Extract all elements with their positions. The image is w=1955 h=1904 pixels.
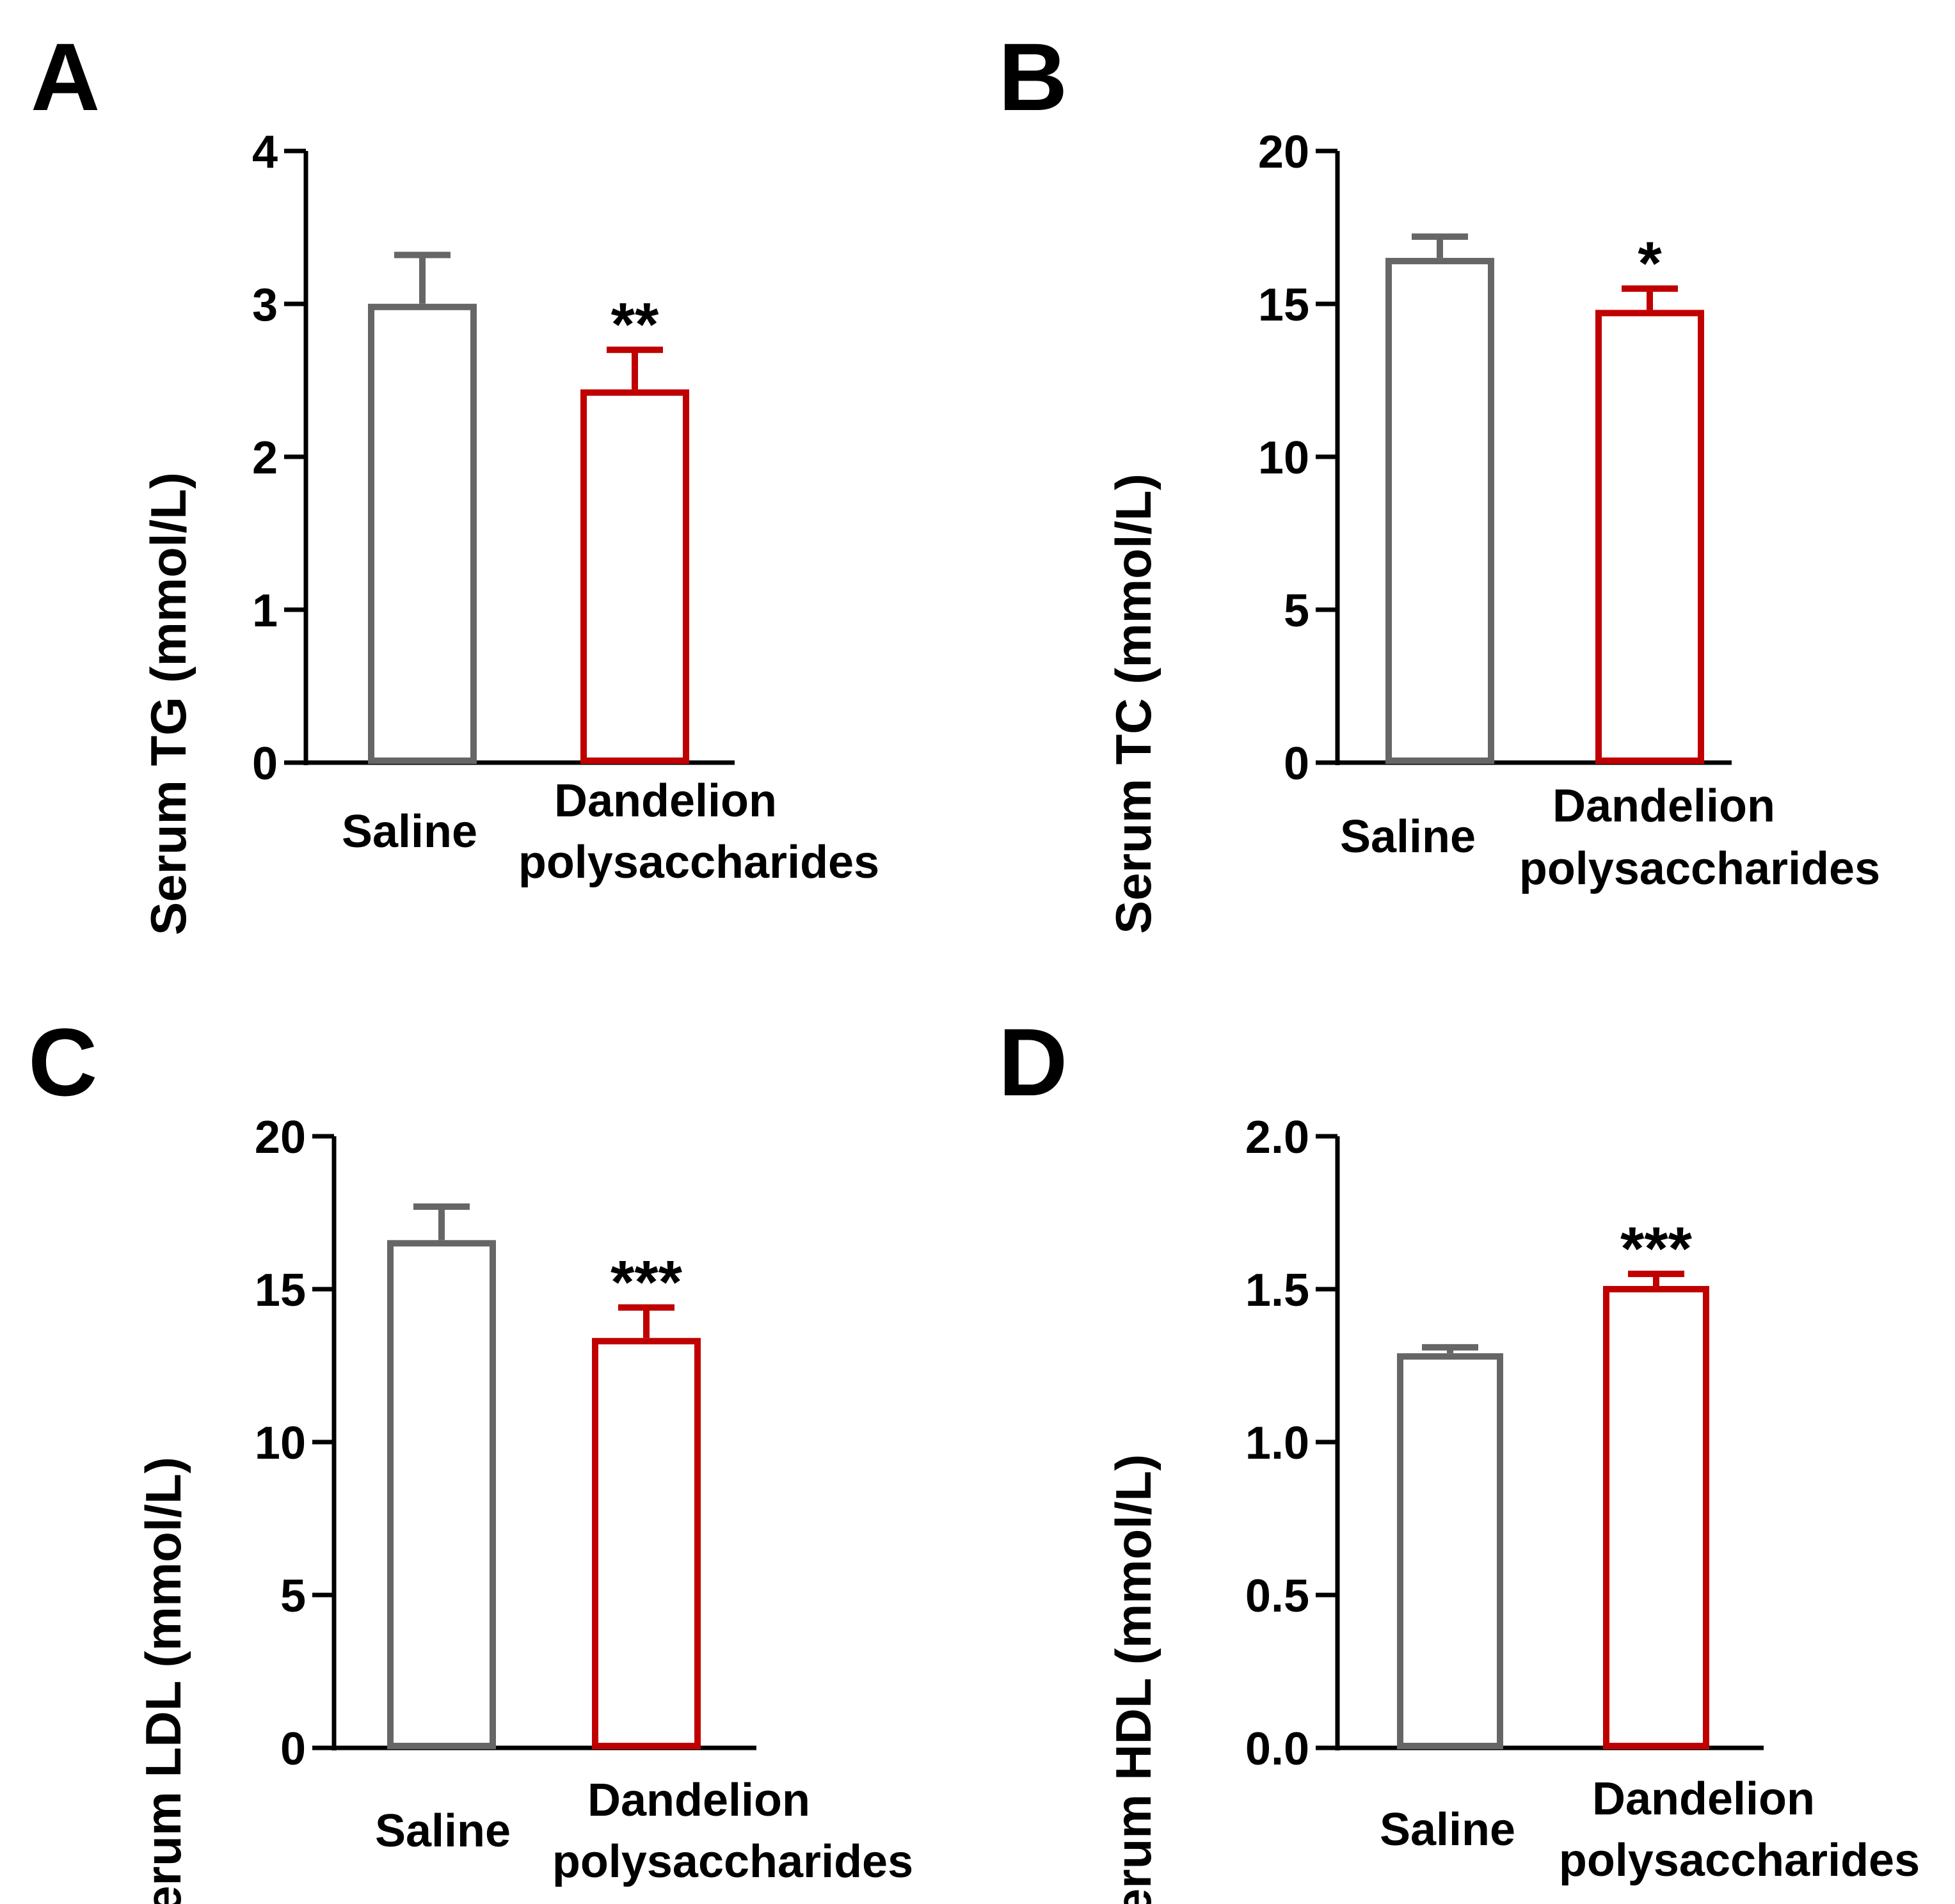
- x-category-label-dandelion-line2: polysaccharides: [552, 1836, 913, 1887]
- significance-marker: ***: [1620, 1214, 1693, 1283]
- y-tick-label: 2: [252, 432, 278, 484]
- y-tick-label: 1: [252, 585, 278, 637]
- x-category-label-dandelion-line2: polysaccharides: [1559, 1835, 1920, 1886]
- x-category-label-dandelion-line1: Dandelion: [587, 1775, 810, 1826]
- y-tick-label: 0.5: [1245, 1571, 1309, 1622]
- x-category-label-dandelion-line2: polysaccharides: [518, 837, 879, 888]
- y-tick-label: 15: [1258, 280, 1309, 331]
- y-axis-label: Serum HDL (mmol/L): [1105, 1454, 1161, 1904]
- y-tick-label: 1.0: [1245, 1418, 1309, 1469]
- y-tick-label: 0: [252, 738, 278, 789]
- panel-letter: C: [28, 1008, 97, 1116]
- panel-c: C Serum LDL (mmol/L) 0 5 10 15 20 Saline…: [28, 1008, 913, 1904]
- bar-dandelion-polysaccharides: [1603, 1286, 1709, 1749]
- x-category-label-dandelion-line1: Dandelion: [554, 775, 777, 827]
- bar-saline: [1397, 1353, 1503, 1749]
- bar-dandelion-polysaccharides: [1595, 310, 1704, 764]
- y-tick-labels: 0 5 10 15 20: [1258, 127, 1309, 789]
- y-tick-label: 20: [1258, 127, 1309, 178]
- panel-b: B Serum TC (mmol/L) 0 5 10 15 20 Saline …: [998, 23, 1880, 934]
- y-tick-labels: 0 5 10 15 20: [255, 1112, 306, 1775]
- y-tick-label: 1.5: [1245, 1265, 1309, 1316]
- y-tick-label: 5: [280, 1571, 306, 1622]
- panel-d: D Serum HDL (mmol/L) 0.0 0.5 1.0 1.5 2.0…: [998, 1008, 1920, 1904]
- y-tick-labels: 0.0 0.5 1.0 1.5 2.0: [1245, 1112, 1309, 1775]
- x-category-label-saline: Saline: [375, 1805, 511, 1857]
- x-category-label-saline: Saline: [342, 806, 477, 857]
- y-tick-label: 4: [252, 127, 278, 178]
- plot-area: [1316, 148, 1732, 765]
- y-axis-label: Serum LDL (mmol/L): [135, 1457, 191, 1904]
- y-tick-label: 0: [280, 1724, 306, 1775]
- bar-dandelion-polysaccharides: [580, 389, 689, 764]
- plot-area: [312, 1134, 756, 1750]
- panel-letter: A: [31, 23, 100, 131]
- y-tick-label: 5: [1284, 585, 1309, 637]
- y-tick-label: 10: [1258, 432, 1309, 484]
- x-category-label-dandelion-line2: polysaccharides: [1519, 843, 1880, 894]
- y-tick-label: 10: [255, 1418, 306, 1469]
- plot-area: [1316, 1134, 1764, 1750]
- y-tick-label: 15: [255, 1265, 306, 1316]
- panel-letter: B: [998, 23, 1067, 131]
- significance-marker: *: [1638, 229, 1662, 298]
- plot-area: [284, 148, 735, 765]
- x-category-label-saline: Saline: [1380, 1804, 1515, 1855]
- y-tick-label: 2.0: [1245, 1112, 1309, 1163]
- bar-dandelion-polysaccharides: [592, 1338, 701, 1749]
- x-category-label-dandelion-line1: Dandelion: [1552, 781, 1775, 832]
- y-tick-label: 0: [1284, 738, 1309, 789]
- y-tick-labels: 0 1 2 3 4: [252, 127, 278, 789]
- x-category-label-saline: Saline: [1340, 811, 1476, 862]
- y-tick-label: 3: [252, 280, 278, 331]
- bar-saline: [1385, 258, 1494, 764]
- y-tick-label: 0.0: [1245, 1724, 1309, 1775]
- bar-saline: [387, 1240, 496, 1749]
- significance-marker: **: [611, 290, 659, 359]
- y-tick-label: 20: [255, 1112, 306, 1163]
- significance-marker: ***: [610, 1248, 683, 1317]
- bar-saline: [368, 303, 477, 764]
- y-axis-label: Serum TC (mmol/L): [1105, 473, 1161, 933]
- panel-a: A Serum TG (mmol/L) 0 1 2 3 4 Saline Dan…: [31, 23, 879, 935]
- x-category-label-dandelion-line1: Dandelion: [1592, 1773, 1815, 1825]
- y-axis-label: Serum TG (mmol/L): [140, 472, 196, 935]
- panel-letter: D: [998, 1008, 1067, 1116]
